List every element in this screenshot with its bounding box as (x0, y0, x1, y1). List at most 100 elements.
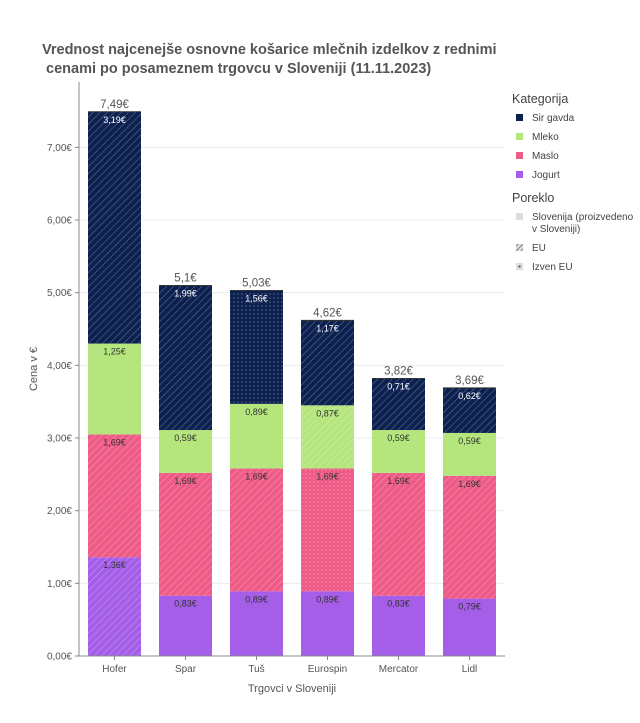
bar-total-label: 4,62€ (313, 307, 342, 319)
bar-segment-sir-gavda[interactable] (301, 320, 354, 406)
legend-item-jogurt[interactable]: Jogurt (512, 170, 640, 182)
segment-value-label: 0,83€ (387, 599, 410, 609)
y-tick-label: 6,00€ (47, 216, 72, 227)
legend-pattern-swatch (516, 263, 523, 270)
x-tick-label: Mercator (379, 664, 419, 675)
legend-label: Sir gavda (532, 113, 575, 124)
segment-value-label: 0,89€ (245, 594, 268, 604)
segment-value-label: 1,69€ (103, 437, 126, 447)
bar-total-label: 3,69€ (455, 375, 484, 387)
bar-segment-jogurt[interactable] (301, 591, 354, 656)
x-tick-label: Spar (175, 664, 197, 675)
segment-value-label: 1,25€ (103, 347, 126, 357)
bar-segment-jogurt[interactable] (372, 595, 425, 656)
legend: Kategorija Sir gavda Mleko Maslo Jogurt Por… (512, 92, 640, 281)
segment-value-label: 1,69€ (387, 476, 410, 486)
segment-value-label: 1,56€ (245, 294, 268, 304)
bar-segment-mleko[interactable] (443, 432, 496, 476)
segment-value-label: 1,69€ (316, 472, 339, 482)
bar-segment-sir-gavda[interactable] (443, 387, 496, 433)
legend-label: EU (532, 243, 546, 254)
segment-value-label: 1,69€ (245, 472, 268, 482)
y-axis-title: Cena v € (28, 347, 40, 391)
segment-value-label: 0,89€ (245, 407, 268, 417)
bar-segment-sir-gavda[interactable] (372, 378, 425, 431)
segment-value-label: 3,19€ (103, 115, 126, 125)
bar-segment-jogurt[interactable] (230, 591, 283, 656)
bar-segment-maslo[interactable] (301, 468, 354, 592)
legend-pattern-swatch (516, 213, 523, 220)
bar-total-label: 7,49€ (100, 99, 129, 111)
bar-segment-mleko[interactable] (88, 343, 141, 435)
segment-value-label: 1,36€ (103, 560, 126, 570)
segment-value-label: 1,69€ (174, 476, 197, 486)
data-labels: 1,36€ 1,69€ 1,25€ 3,19€ 7,49€ 0,83€ 1,69€ 0,59€… (100, 99, 484, 612)
x-tick-label: Eurospin (308, 664, 347, 675)
segment-value-label: 0,62€ (458, 391, 481, 401)
bar-total-label: 5,03€ (242, 278, 271, 290)
bar-segment-maslo[interactable] (88, 434, 141, 558)
segment-value-label: 0,79€ (458, 602, 481, 612)
segment-value-label: 1,69€ (458, 479, 481, 489)
x-tick-label: Tuš (248, 664, 264, 675)
legend-item-origin-diagonal[interactable]: EU (512, 243, 640, 255)
bar-segment-sir-gavda[interactable] (88, 111, 141, 344)
y-tick-label: 2,00€ (47, 506, 72, 517)
y-tick-label: 7,00€ (47, 143, 72, 154)
legend-category-title: Kategorija (512, 92, 569, 106)
bar-segment-jogurt[interactable] (88, 557, 141, 656)
legend-swatch (516, 152, 523, 159)
y-tick-label: 1,00€ (47, 579, 72, 590)
x-tick-label: Hofer (102, 664, 127, 675)
bars (88, 111, 496, 656)
y-tick-label: 0,00€ (47, 652, 72, 663)
gridlines (79, 146, 505, 584)
legend-item-origin-solid[interactable]: Slovenija (proizvedeno v Sloveniji) (512, 212, 640, 236)
legend-swatch (516, 114, 523, 121)
segment-value-label: 0,59€ (174, 433, 197, 443)
bar-segment-sir-gavda[interactable] (230, 290, 283, 404)
legend-item-sir-gavda[interactable]: Sir gavda (512, 113, 640, 125)
bar-segment-jogurt[interactable] (159, 595, 212, 656)
segment-value-label: 0,83€ (174, 599, 197, 609)
legend-label: Izven EU (532, 262, 573, 273)
bar-segment-mleko[interactable] (230, 403, 283, 469)
y-tick-label: 5,00€ (47, 288, 72, 299)
segment-value-label: 0,87€ (316, 408, 339, 418)
bar-total-label: 5,1€ (174, 272, 197, 284)
y-tick-label: 3,00€ (47, 434, 72, 445)
x-axis-title: Trgovci v Sloveniji (248, 683, 336, 695)
chart-title-line-2: cenami po posameznem trgovcu v Sloveniji… (42, 61, 432, 77)
legend-origin-title: Poreklo (512, 191, 555, 205)
legend-item-origin-dots[interactable]: Izven EU (512, 262, 640, 274)
legend-swatch (516, 133, 523, 140)
legend-label: Slovenija (proizvedeno v Sloveniji) (532, 212, 634, 235)
y-tick-label: 4,00€ (47, 361, 72, 372)
legend-pattern-swatch (516, 244, 523, 251)
bar-total-label: 3,82€ (384, 365, 413, 377)
bar-segment-maslo[interactable] (443, 475, 496, 599)
segment-value-label: 1,99€ (174, 288, 197, 298)
segment-value-label: 0,89€ (316, 594, 339, 604)
x-tick-label: Lidl (462, 664, 478, 675)
legend-item-mleko[interactable]: Mleko (512, 132, 640, 144)
bar-segment-mleko[interactable] (372, 430, 425, 473)
bar-segment-mleko[interactable] (301, 405, 354, 469)
bar-segment-maslo[interactable] (159, 472, 212, 596)
segment-value-label: 0,59€ (387, 433, 410, 443)
legend-item-maslo[interactable]: Maslo (512, 151, 640, 163)
legend-label: Mleko (532, 132, 559, 143)
legend-label: Jogurt (532, 170, 560, 181)
axes: 0,00€ 1,00€ 2,00€ 3,00€ 4,00€ 5,00€ 6,00€ 7,00€… (28, 82, 505, 695)
segment-value-label: 0,59€ (458, 436, 481, 446)
legend-swatch (516, 171, 523, 178)
bar-segment-sir-gavda[interactable] (159, 285, 212, 431)
segment-value-label: 0,71€ (387, 381, 410, 391)
bar-segment-maslo[interactable] (230, 468, 283, 592)
bar-segment-mleko[interactable] (159, 430, 212, 473)
bar-segment-maslo[interactable] (372, 472, 425, 596)
bar-segment-jogurt[interactable] (443, 598, 496, 656)
legend-label: Maslo (532, 151, 559, 162)
segment-value-label: 1,17€ (316, 323, 339, 333)
